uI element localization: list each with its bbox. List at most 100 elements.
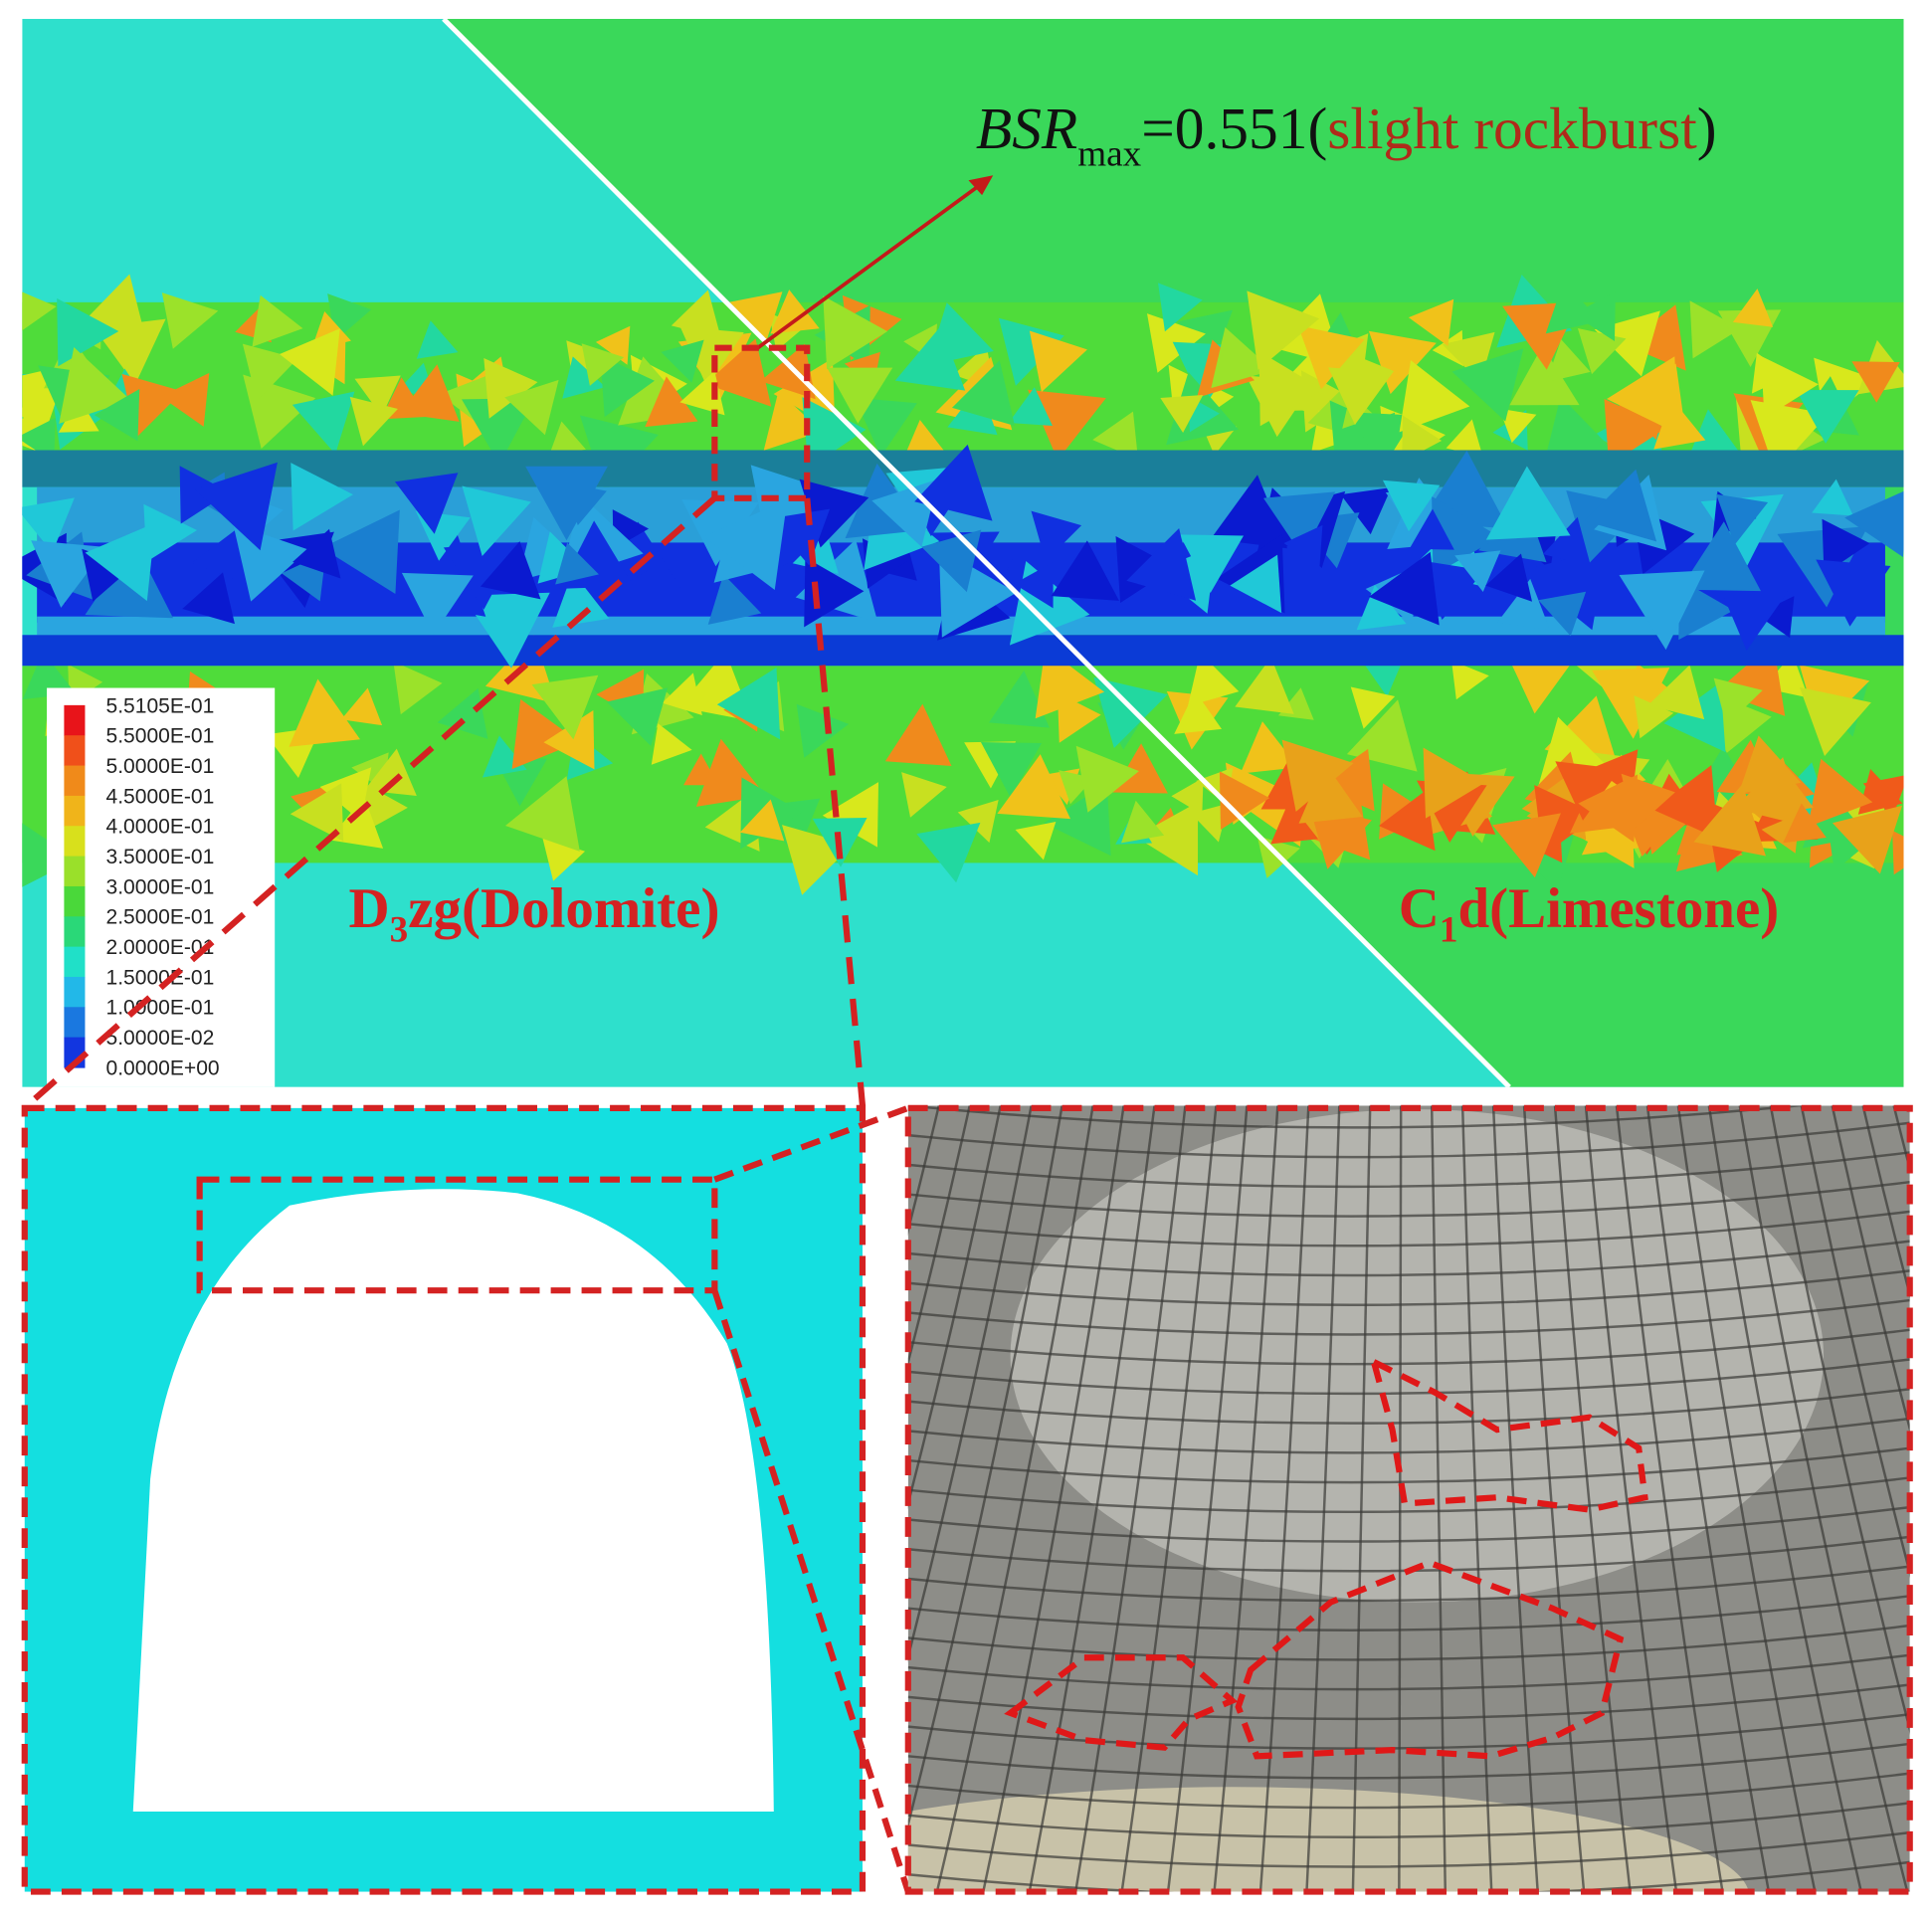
- mesh-wire: [1430, 1105, 1448, 1892]
- mesh-triangle: [1796, 390, 1859, 444]
- mesh-triangle: [57, 297, 119, 367]
- mesh-triangle: [884, 703, 952, 766]
- mesh-triangle: [1756, 596, 1795, 639]
- mesh-triangle: [443, 542, 520, 610]
- annotation-value: =0.551(: [1141, 96, 1327, 161]
- mesh-triangle: [504, 379, 559, 436]
- legend-label: 1.0000E-01: [106, 997, 215, 1020]
- mesh-triangle: [822, 782, 879, 848]
- legend-label: 3.0000E-01: [106, 875, 215, 898]
- mesh-triangle: [194, 462, 278, 551]
- mesh-triangle: [1647, 665, 1705, 720]
- mesh-triangle: [1607, 356, 1679, 435]
- mesh-triangle: [319, 767, 372, 822]
- mesh-triangle: [1686, 409, 1742, 463]
- legend-label: 4.0000E-01: [106, 816, 215, 839]
- mesh-wire: [1769, 1105, 1910, 1735]
- mesh-triangle: [716, 668, 781, 740]
- mesh-triangle: [1663, 681, 1726, 753]
- photo-floor: [907, 1787, 1749, 1892]
- mesh-triangle: [1542, 516, 1592, 567]
- mesh-triangle: [291, 391, 355, 455]
- mesh-wire: [935, 1105, 1094, 1892]
- mesh-triangle: [704, 338, 772, 407]
- mesh-triangle: [1578, 774, 1639, 843]
- mesh-wire: [1074, 1105, 1187, 1892]
- mesh-triangle: [462, 485, 531, 556]
- mesh-triangle: [1485, 466, 1571, 540]
- mesh-triangle: [600, 355, 655, 418]
- mesh-triangle: [1315, 748, 1375, 812]
- mesh-triangle: [1028, 389, 1106, 461]
- mesh-triangle: [1832, 805, 1903, 874]
- mesh-wire: [907, 1328, 1910, 1366]
- mesh-triangle: [401, 572, 474, 636]
- mesh-wire: [1522, 1105, 1586, 1892]
- mesh-triangle: [22, 285, 57, 338]
- mesh-triangle: [651, 723, 692, 765]
- mesh-triangle: [679, 370, 725, 416]
- legend-label: 5.5105E-01: [106, 694, 215, 717]
- fault-line: [442, 19, 1511, 1087]
- mesh-triangle: [1008, 387, 1053, 427]
- mesh-triangle: [1075, 745, 1139, 813]
- legend-swatch: [64, 826, 86, 858]
- connector: [713, 1104, 909, 1183]
- mesh-triangle: [1179, 534, 1245, 594]
- zone-symbol: C: [1399, 877, 1440, 940]
- mesh-triangle: [1485, 553, 1533, 602]
- mesh-triangle: [1634, 695, 1674, 739]
- zone-name: d(Limestone): [1457, 877, 1779, 940]
- annotation-symbol: BSR: [976, 96, 1077, 161]
- mesh-triangle: [1191, 803, 1229, 843]
- mesh-wire: [1738, 1105, 1909, 1892]
- mesh-triangles: [22, 274, 1904, 895]
- mesh-triangle: [511, 698, 580, 770]
- mesh-triangle: [792, 529, 839, 574]
- site-photo: [907, 1105, 1910, 1892]
- mesh-wire: [1861, 1105, 1910, 1300]
- mesh-triangle: [1247, 290, 1320, 370]
- mesh-wire: [907, 1121, 1910, 1159]
- mesh-triangle: [1812, 479, 1853, 516]
- mesh-triangle: [1584, 469, 1657, 542]
- legend-label: 0.0000E+00: [106, 1056, 220, 1079]
- mesh-triangle: [1408, 298, 1454, 346]
- mesh-triangle: [1340, 487, 1392, 535]
- mesh-wire: [1584, 1105, 1678, 1892]
- mesh-triangle: [1546, 339, 1591, 383]
- mesh-triangle: [1230, 554, 1282, 614]
- annotation: BSRmax=0.551(slight rockburst): [976, 96, 1717, 174]
- mesh-triangle: [1732, 288, 1774, 327]
- legend-label: 2.0000E-01: [106, 936, 215, 959]
- tunnel-opening: [132, 1189, 774, 1813]
- mesh-triangle: [1689, 300, 1741, 359]
- zone-subscript: 3: [390, 910, 409, 951]
- legend-swatch: [64, 856, 86, 887]
- mesh-wire: [1120, 1105, 1218, 1892]
- mesh-triangle: [1653, 398, 1706, 450]
- mesh-triangle: [22, 819, 77, 891]
- mesh-wire: [1166, 1105, 1249, 1892]
- mesh-triangle: [951, 360, 1015, 426]
- mesh-triangle: [85, 522, 156, 602]
- damage-outline: [1369, 1356, 1648, 1513]
- legend-swatch: [64, 916, 86, 948]
- mesh-triangle: [1092, 411, 1138, 460]
- mesh-wire: [907, 1653, 1910, 1691]
- mesh-triangle: [1382, 480, 1441, 532]
- mesh-triangle: [1121, 800, 1165, 844]
- mesh-triangle: [1262, 491, 1336, 557]
- panel-border: [904, 1104, 1913, 1895]
- mesh-wire: [907, 1683, 1910, 1721]
- legend-label: 5.0000E-02: [106, 1027, 215, 1050]
- mesh-wire: [907, 1180, 1910, 1218]
- arrow-head: [968, 175, 994, 196]
- connector: [804, 497, 867, 1106]
- mesh-wire: [1800, 1105, 1910, 1578]
- mesh-triangle: [1283, 524, 1323, 569]
- mesh-triangle: [437, 687, 488, 739]
- mesh-wire: [907, 1476, 1910, 1514]
- mesh-triangle: [671, 289, 721, 338]
- mesh-triangle: [1309, 805, 1372, 869]
